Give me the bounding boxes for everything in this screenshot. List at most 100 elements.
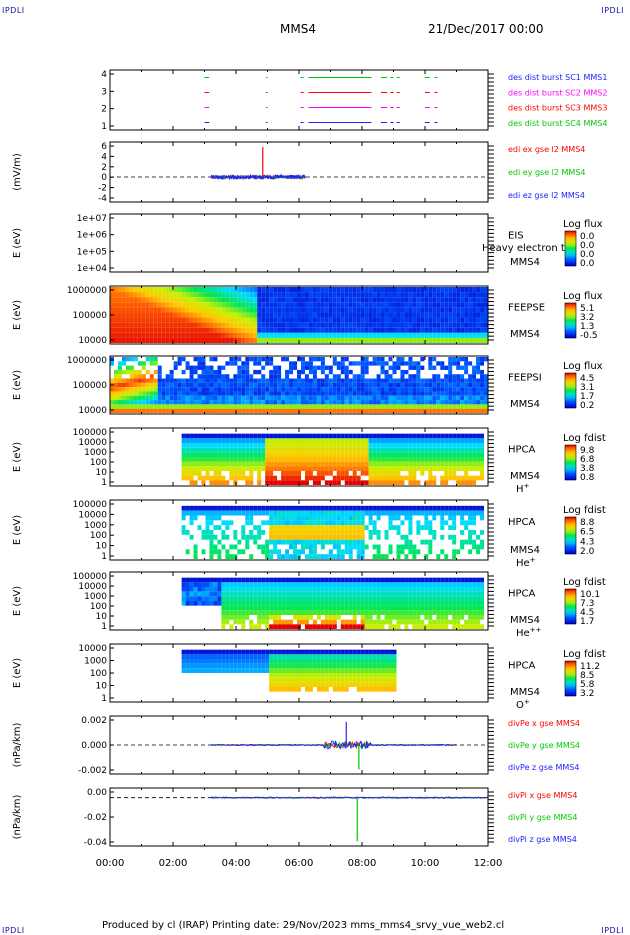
spectrogram-cell [233,480,237,485]
spectrogram-cell [205,409,209,413]
spectrogram-cell [186,592,190,597]
spectrogram-cell [190,587,194,592]
spectrogram-cell [158,379,162,383]
spectrogram-cell [404,333,408,338]
spectrogram-cell [285,338,289,343]
spectrogram-cell [416,530,420,535]
spectrogram-cell [285,287,289,292]
spectrogram-cell [337,520,341,525]
spectrogram-cell [432,480,436,485]
spectrogram-cell [297,664,301,669]
spectrogram-cell [412,554,416,559]
spectrogram-cell [480,370,484,374]
spectrogram-cell [178,387,182,391]
spectrogram-cell [464,582,468,587]
spectrogram-cell [452,471,456,476]
spectrogram-cell [432,387,436,391]
spectrogram-cell [305,606,309,611]
spectrogram-cell [205,525,209,530]
spectrogram-cell [309,624,313,629]
spectrogram-cell [353,452,357,457]
spectrogram-cell [237,434,241,439]
spectrogram-cell [194,366,198,370]
spectrogram-cell [337,659,341,664]
spectrogram-cell [305,391,309,395]
spectrogram-cell [365,620,369,625]
spectrogram-cell [381,302,385,307]
spectrogram-cell [365,457,369,462]
spectrogram-cell [393,452,397,457]
spectrogram-cell [317,438,321,443]
spectrogram-cell [452,525,456,530]
spectrogram-cell [273,466,277,471]
spectrogram-cell [309,292,313,297]
spectrogram-cell [381,391,385,395]
spectrogram-cell [293,506,297,511]
spectrogram-cell [345,409,349,413]
spectrogram-cell [305,452,309,457]
spectrogram-cell [305,333,309,338]
y-axis-label: E (eV) [12,515,23,545]
spectrogram-cell [468,530,472,535]
spectrogram-cell [281,312,285,317]
spectrogram-cell [337,323,341,328]
spectrogram-cell [341,471,345,476]
spectrogram-cell [213,535,217,540]
spectrogram-cell [420,448,424,453]
spectrogram-cell [464,452,468,457]
spectrogram-cell [381,287,385,292]
spectrogram-cell [301,457,305,462]
spectrogram-cell [404,506,408,511]
spectrogram-cell [329,615,333,620]
spectrogram-cell [190,434,194,439]
spectrogram-cell [357,328,361,333]
spectrogram-cell [424,582,428,587]
spectrogram-cell [357,318,361,323]
spectrogram-cell [217,466,221,471]
spectrogram-cell [389,596,393,601]
spectrogram-cell [138,361,142,365]
spectrogram-cell [385,318,389,323]
spectrogram-cell [281,587,285,592]
spectrogram-cell [190,654,194,659]
spectrogram-cell [436,297,440,302]
spectrogram-cell [301,668,305,673]
spectrogram-cell [444,471,448,476]
spectrogram-cell [353,525,357,530]
spectrogram-cell [297,438,301,443]
spectrogram-cell [174,312,178,317]
spectrogram-cell [190,520,194,525]
spectrogram-cell [448,438,452,443]
spectrogram-cell [432,620,436,625]
spectrogram-cell [448,462,452,467]
spectrogram-cell [345,530,349,535]
spectrogram-cell [293,443,297,448]
spectrogram-cell [217,596,221,601]
spectrogram-cell [313,448,317,453]
spectrogram-cell [249,466,253,471]
spectrogram-cell [261,592,265,597]
spectrogram-cell [213,387,217,391]
spectrogram-cell [393,592,397,597]
spectrogram-cell [198,338,202,343]
spectrogram-cell [349,554,353,559]
spectrogram-cell [225,592,229,597]
spectrogram-cell [186,578,190,583]
spectrogram-cell [309,668,313,673]
spectrogram-cell [205,323,209,328]
spectrogram-cell [357,434,361,439]
spectrogram-cell [393,361,397,365]
spectrogram-cell [277,659,281,664]
spectrogram-cell [468,506,472,511]
spectrogram-cell [412,471,416,476]
spectrogram-cell [205,370,209,374]
spectrogram-cell [130,391,134,395]
spectrogram-cell [317,462,321,467]
spectrogram-cell [150,357,154,361]
spectrogram-cell [448,404,452,408]
spectrogram-cell [321,434,325,439]
spectrogram-cell [182,338,186,343]
spectrogram-cell [460,307,464,312]
spectrogram-cell [353,387,357,391]
